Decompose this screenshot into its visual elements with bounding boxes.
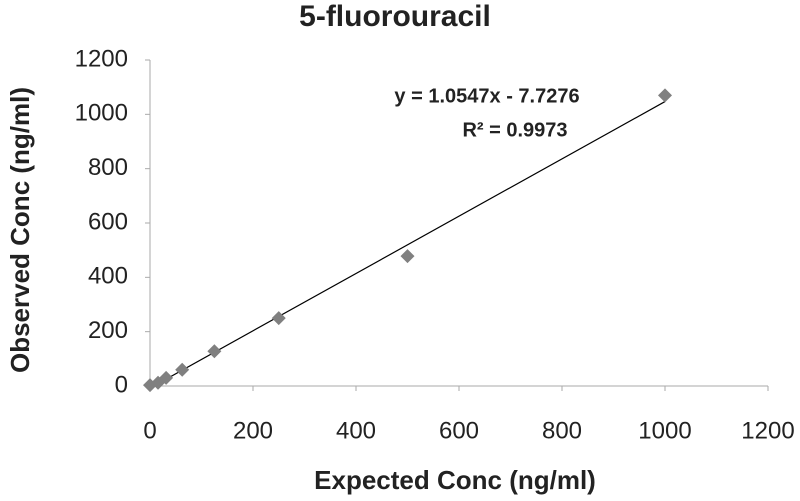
point bbox=[658, 88, 672, 103]
y-tick-label: 0 bbox=[115, 371, 128, 398]
x-tick-label: 800 bbox=[542, 417, 582, 444]
point bbox=[207, 344, 222, 359]
y-tick-label: 600 bbox=[88, 208, 128, 235]
y-axis-title: Observed Conc (ng/ml) bbox=[5, 87, 35, 373]
point bbox=[400, 249, 415, 264]
x-tick-label: 1000 bbox=[638, 417, 691, 444]
y-tick-label: 1200 bbox=[75, 45, 128, 72]
x-tick-label: 400 bbox=[336, 417, 376, 444]
x-tick-label: 0 bbox=[143, 417, 156, 444]
trendline-equation: y = 1.0547x - 7.7276 bbox=[394, 85, 579, 107]
x-tick-label: 1200 bbox=[741, 417, 794, 444]
chart-title: 5-fluorouracil bbox=[299, 0, 491, 33]
point bbox=[175, 362, 190, 377]
point bbox=[159, 370, 174, 385]
x-tick-label: 200 bbox=[233, 417, 273, 444]
x-tick-label: 600 bbox=[439, 417, 479, 444]
trendline bbox=[149, 101, 666, 389]
y-tick-label: 1000 bbox=[75, 100, 128, 127]
r-squared: R² = 0.9973 bbox=[462, 119, 567, 141]
y-tick-label: 200 bbox=[88, 317, 128, 344]
y-tick-label: 400 bbox=[88, 263, 128, 290]
point bbox=[271, 311, 286, 326]
x-axis-title: Expected Conc (ng/ml) bbox=[314, 465, 596, 495]
y-tick-label: 800 bbox=[88, 154, 128, 181]
